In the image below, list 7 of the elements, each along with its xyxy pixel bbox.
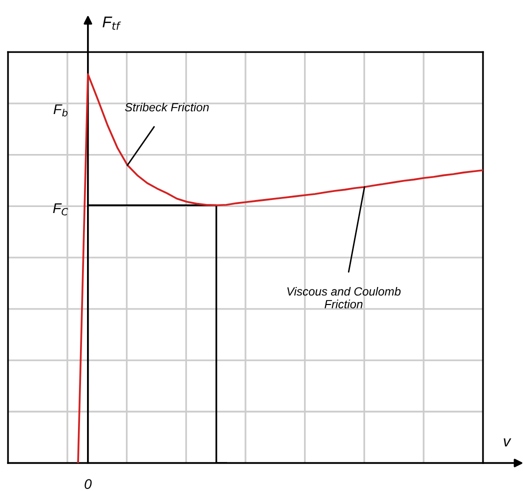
y-axis-title: F$_{tf}$ bbox=[102, 16, 121, 30]
annotation: Viscous and Coulomb Friction bbox=[287, 286, 401, 308]
annotation: Stribeck Friction bbox=[124, 102, 209, 112]
text: 0 bbox=[84, 479, 92, 489]
x-axis-title: v bbox=[504, 438, 512, 446]
text: F$_{b}$ bbox=[54, 104, 68, 116]
text: F$_{C}$ bbox=[53, 203, 68, 216]
